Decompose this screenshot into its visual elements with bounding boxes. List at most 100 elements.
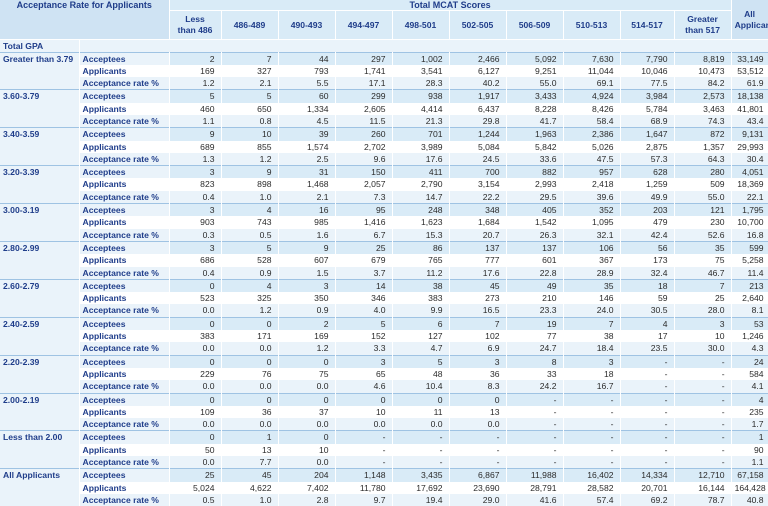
table-cell: 903	[169, 216, 222, 229]
table-row: Acceptance rate % 0.5 1.0 2.8 9.7 19.4 29.0 41.…	[0, 493, 768, 506]
row-type-label: Applicants	[79, 367, 170, 381]
table-cell: 3	[335, 354, 393, 368]
table-cell: 5,092	[506, 51, 564, 65]
table-cell: 10.4	[392, 380, 450, 394]
table-cell: 50	[169, 443, 222, 456]
table-cell: 5	[392, 354, 450, 368]
table-cell: 1,963	[506, 127, 564, 141]
mcat-column-header: 486-489	[221, 10, 279, 39]
table-cell: 47.5	[563, 152, 621, 166]
mcat-column-header-line: 510-513	[575, 19, 608, 30]
row-type-label: Acceptance rate %	[79, 493, 170, 506]
table-cell: 90	[731, 443, 768, 456]
table-cell: 1,259	[620, 178, 675, 191]
table-cell: 164,428	[731, 481, 768, 494]
mcat-column-header-line: 490-493	[290, 19, 323, 30]
table-cell: 29.5	[506, 190, 564, 204]
table-cell: 23,690	[449, 481, 507, 494]
table-cell: 25	[335, 240, 393, 255]
table-cell: 18,138	[731, 89, 768, 103]
table-cell: 169	[278, 330, 336, 343]
table-cell: 1,246	[731, 330, 768, 343]
table-cell: -	[563, 456, 621, 469]
table-cell: 0	[169, 354, 222, 368]
table-cell: 24.2	[506, 380, 564, 394]
table-cell: 1,917	[449, 89, 507, 103]
table-cell: 0.0	[169, 342, 222, 356]
row-type-label: Acceptance rate %	[79, 380, 170, 394]
table-cell: 4.7	[392, 342, 450, 356]
table-cell: 528	[221, 254, 279, 267]
table-cell: 41,801	[731, 102, 768, 115]
table-cell: 3	[169, 240, 222, 255]
table-cell: 0	[449, 392, 507, 406]
table-row: 2.20-2.39 Acceptees 0 0 0 3 5 3 8 3- -24	[0, 354, 768, 394]
table-cell: 5,258	[731, 254, 768, 267]
table-cell: 352	[563, 203, 621, 217]
table-row: Acceptance rate % 0.0 1.2 0.9 4.0 9.9 16.5 23.3…	[0, 304, 768, 318]
table-cell: 1	[221, 430, 279, 444]
table-cell: 383	[169, 330, 222, 343]
row-type-label: Acceptance rate %	[79, 304, 170, 318]
table-cell: 4	[620, 316, 675, 331]
table-row: Acceptance rate % 0.3 0.5 1.6 6.7 15.3 20.7 26.…	[0, 228, 768, 242]
table-cell: 3,984	[620, 89, 675, 103]
table-cell: -	[620, 392, 675, 406]
table-cell: 1	[731, 430, 768, 444]
table-cell: 1.0	[221, 493, 279, 506]
table-cell: 30.0	[674, 342, 732, 356]
mcat-column-header: 498-501	[392, 10, 450, 39]
table-cell: 0.3	[169, 228, 222, 242]
table-cell: 69.1	[563, 77, 621, 90]
table-cell: 6.7	[335, 228, 393, 242]
table-cell: 13	[221, 443, 279, 456]
table-cell: 855	[221, 140, 279, 153]
gpa-range-label: Less than 2.00	[0, 430, 80, 469]
mcat-column-header: 510-513	[563, 10, 621, 39]
table-cell: 350	[278, 292, 336, 305]
table-cell: 42.4	[620, 228, 675, 242]
table-cell: 7	[674, 278, 732, 293]
table-cell: 1,574	[278, 140, 336, 153]
row-type-label: Acceptance rate %	[79, 342, 170, 356]
table-cell: 3.7	[335, 266, 393, 280]
table-cell: 28,791	[506, 481, 564, 494]
table-cell: 60	[278, 89, 336, 103]
table-cell: 29.0	[449, 493, 507, 506]
table-cell: 0.0	[278, 456, 336, 469]
table-cell: -	[620, 367, 675, 381]
mcat-column-header: Greater than 517	[674, 10, 732, 39]
table-cell: 16.5	[449, 304, 507, 318]
table-cell: 57.3	[620, 152, 675, 166]
table-cell: 4.1	[731, 380, 768, 394]
row-type-label: Applicants	[79, 292, 170, 305]
table-cell: 78.7	[674, 493, 732, 506]
table-cell: -	[563, 418, 621, 431]
table-cell: 0	[278, 430, 336, 444]
row-type-label: Applicants	[79, 140, 170, 153]
table-cell: 3,463	[674, 102, 732, 115]
table-cell: 460	[169, 102, 222, 115]
mcat-column-header: 502-505	[449, 10, 507, 39]
gpa-range-label: 2.00-2.19	[0, 392, 80, 431]
table-cell: -	[335, 456, 393, 469]
table-cell: 24	[731, 354, 768, 368]
table-cell: 3	[674, 316, 732, 331]
table-cell: 56	[620, 240, 675, 255]
table-cell: 55.0	[674, 190, 732, 204]
table-cell: 1.2	[169, 77, 222, 90]
table-row: All Applicants Acceptees 25 45 204 1,148 3,435…	[0, 468, 768, 506]
table-cell: 17	[620, 330, 675, 343]
table-cell: 5,084	[449, 140, 507, 153]
row-type-label: Applicants	[79, 443, 170, 456]
all-applicants-header-line: Applicants	[734, 19, 768, 30]
table-row: 3.60-3.79 Acceptees 5 5 60 299 938 1,917 3,433 4,…	[0, 89, 768, 128]
mcat-column-header-line: than 486	[177, 25, 213, 35]
table-cell: 1,542	[506, 216, 564, 229]
table-cell: 1,095	[563, 216, 621, 229]
table-cell: 55.0	[506, 77, 564, 90]
table-cell: -	[563, 392, 621, 406]
row-type-label: Acceptees	[79, 430, 170, 444]
table-cell: 3	[169, 165, 222, 179]
table-cell: 0	[278, 354, 336, 368]
